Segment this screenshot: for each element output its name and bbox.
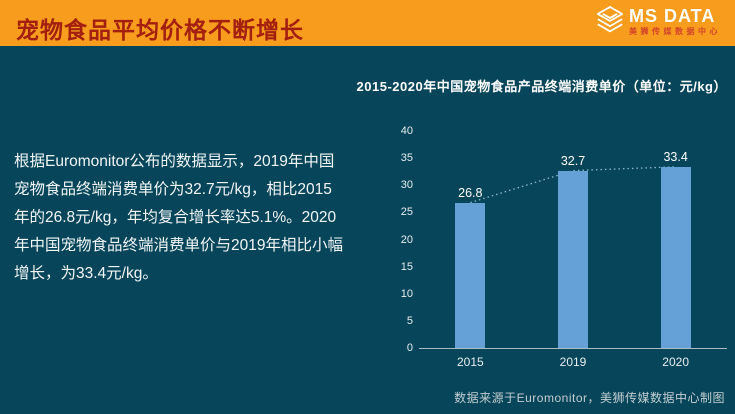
brand-logo: MS DATA 美狮传媒数据中心 (595, 5, 721, 37)
logo-text: MS DATA 美狮传媒数据中心 (629, 7, 721, 36)
header-banner: 宠物食品平均价格不断增长 MS DATA 美狮传媒数据中心 (0, 0, 735, 46)
bar-value-label: 32.7 (560, 153, 586, 168)
ms-data-cube-icon (596, 6, 624, 33)
y-axis-tick-label: 25 (400, 206, 413, 219)
x-axis-tick-label: 2020 (662, 355, 689, 369)
bar-2020 (660, 166, 691, 348)
bar-2019 (558, 170, 588, 348)
x-axis-tick-label: 2019 (559, 355, 587, 369)
y-axis-tick-label: 20 (400, 233, 413, 246)
y-axis-tick-label: 40 (400, 125, 413, 137)
y-axis-tick-label: 35 (400, 152, 413, 165)
bar-value-label: 33.4 (663, 149, 688, 164)
x-axis-tick-label: 2015 (456, 355, 484, 369)
source-note: 数据来源于Euromonitor，美狮传媒数据中心制图 (454, 391, 725, 405)
bar-2015 (455, 202, 486, 348)
bar-chart: 0 5 10 15 20 25 30 35 40 26.8 2015 32.7 2019 33.4 2020 (395, 122, 729, 390)
logo-name: MS DATA (629, 5, 716, 26)
y-axis-tick-label: 15 (400, 260, 413, 273)
x-axis-line (419, 348, 727, 349)
commentary-text: 根据Euromonitor公布的数据显示，2019年中国宠物食品终端消费单价为3… (14, 153, 343, 282)
y-axis-tick-label: 5 (406, 314, 413, 327)
trendline (470, 166, 676, 204)
y-axis-tick-label: 10 (400, 287, 413, 300)
chart-title: 2015-2020年中国宠物食品产品终端消费单价（单位：元/kg） (356, 79, 727, 94)
bar-value-label: 26.8 (458, 185, 483, 200)
y-axis-tick-label: 30 (400, 179, 413, 192)
logo-subtitle: 美狮传媒数据中心 (629, 26, 721, 36)
y-axis-tick-label: 0 (406, 342, 413, 354)
page-title: 宠物食品平均价格不断增长 (16, 17, 304, 43)
